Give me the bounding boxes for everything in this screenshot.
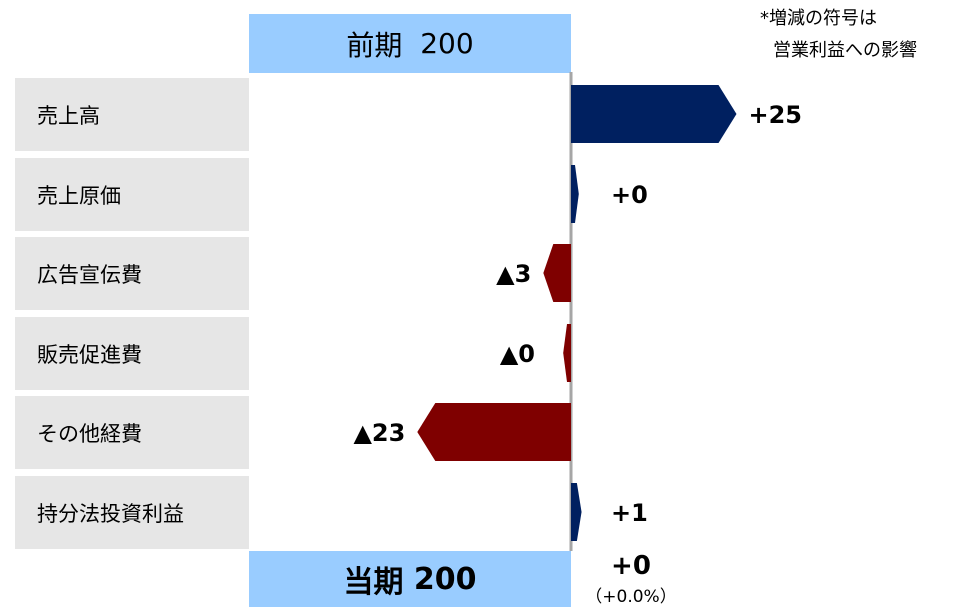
category-label: 広告宣伝費	[15, 237, 249, 310]
prior-period-value: 200	[420, 27, 474, 60]
value-label: ▲3	[496, 260, 531, 288]
category-label: 販売促進費	[15, 317, 249, 390]
value-label: ▲23	[353, 419, 405, 447]
value-label: +1	[611, 499, 648, 527]
current-period-footer: 当期 200	[249, 551, 571, 607]
category-label: 売上高	[15, 78, 249, 151]
bar-increase	[571, 165, 579, 223]
bar-increase	[571, 85, 737, 143]
prior-period-header: 前期 200	[249, 14, 571, 73]
current-period-value: 200	[413, 561, 477, 597]
bar-decrease	[417, 403, 571, 461]
value-label: ▲0	[500, 340, 535, 368]
prior-period-label: 前期	[346, 28, 403, 62]
value-label: +25	[749, 101, 803, 129]
category-label: その他経費	[15, 396, 249, 469]
category-label: 売上原価	[15, 158, 249, 231]
sign-note-line2: 営業利益への影響	[773, 40, 917, 61]
sign-note-line1: *増減の符号は	[760, 8, 877, 29]
bar-decrease	[563, 324, 571, 382]
bar-decrease	[543, 244, 571, 302]
bar-increase	[571, 483, 582, 541]
category-label: 持分法投資利益	[15, 476, 249, 549]
total-change-label: +0	[611, 551, 651, 581]
total-change-percent: （+0.0%）	[585, 587, 677, 607]
value-label: +0	[611, 181, 648, 209]
current-period-label: 当期	[343, 565, 404, 600]
